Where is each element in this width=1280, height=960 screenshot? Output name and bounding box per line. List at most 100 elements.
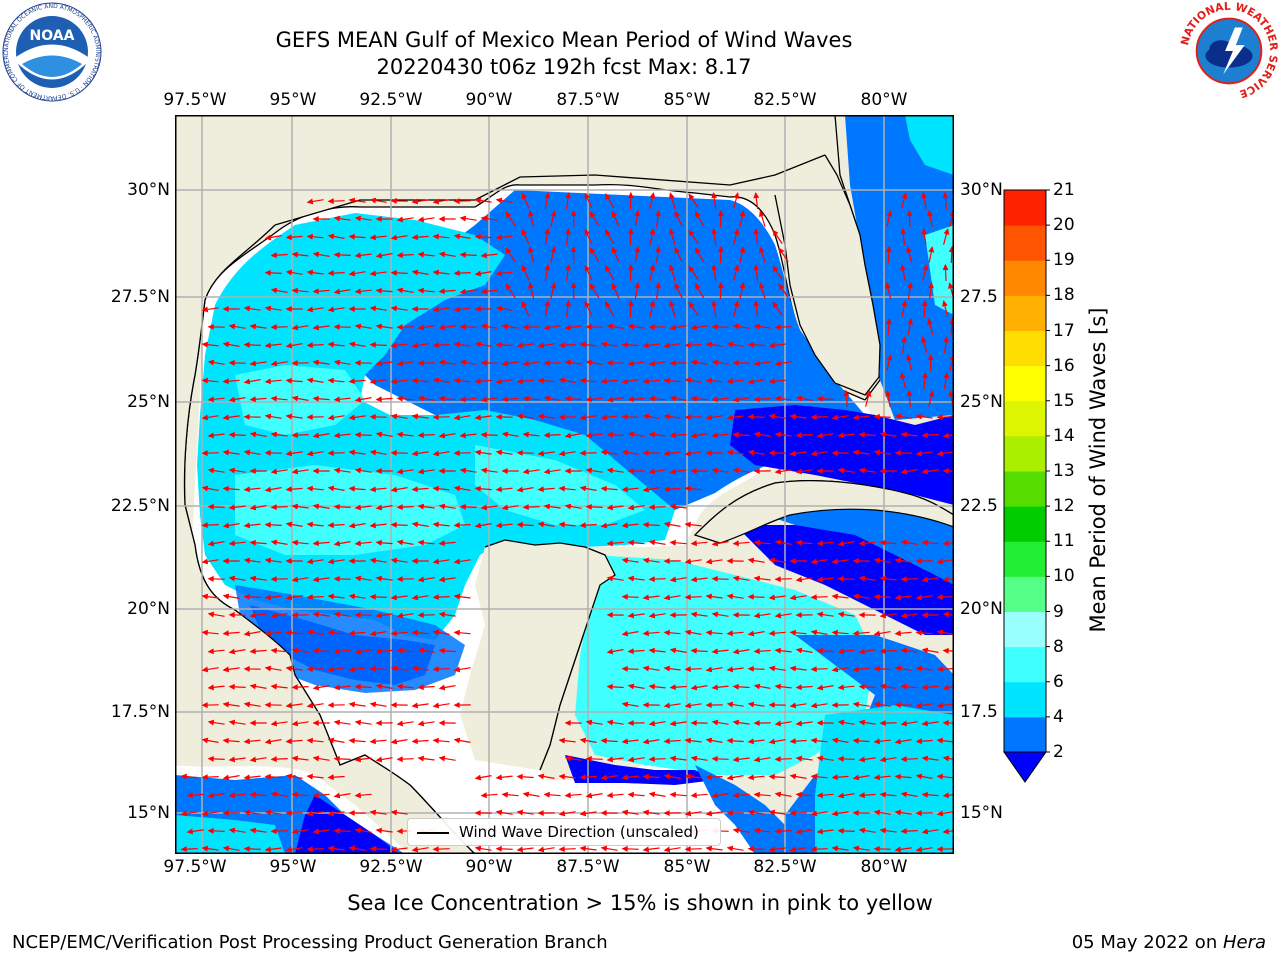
wave-arrow-head bbox=[768, 809, 776, 816]
wave-arrow-head bbox=[264, 521, 271, 528]
wave-arrow-head bbox=[285, 234, 292, 241]
wave-arrow-head bbox=[291, 791, 298, 798]
wave-arrow-head bbox=[936, 846, 943, 853]
wave-arrow-head bbox=[474, 810, 481, 816]
wave-arrow-head bbox=[669, 468, 677, 475]
wave-arrow-head bbox=[550, 282, 557, 289]
wave-arrow-head bbox=[795, 432, 802, 439]
wave-arrow-head bbox=[936, 450, 944, 457]
wave-arrow-head bbox=[606, 719, 614, 726]
wave-arrow-head bbox=[684, 737, 691, 744]
wave-arrow-head bbox=[354, 648, 362, 655]
wave-arrow-head bbox=[690, 432, 698, 439]
wave-arrow-head bbox=[306, 450, 314, 457]
wave-arrow-head bbox=[621, 665, 628, 672]
wave-arrow-head bbox=[390, 342, 397, 349]
wave-arrow-head bbox=[648, 504, 655, 511]
wave-arrow-head bbox=[885, 245, 892, 253]
wave-arrow-head bbox=[906, 209, 913, 217]
wave-arrow-head bbox=[522, 468, 530, 475]
wave-arrow-head bbox=[312, 432, 320, 439]
wave-arrow-head bbox=[348, 701, 356, 708]
wave-arrow-head bbox=[774, 324, 781, 331]
wave-arrow-head bbox=[753, 431, 761, 438]
wave-arrow-head bbox=[544, 227, 551, 235]
wave-arrow-head bbox=[648, 612, 656, 619]
wave-arrow-head bbox=[411, 702, 419, 709]
wave-arrow-head bbox=[621, 522, 628, 529]
wave-arrow-head bbox=[732, 827, 740, 834]
wave-arrow-head bbox=[627, 791, 634, 798]
wave-arrow-head bbox=[285, 557, 292, 565]
wave-arrow-head bbox=[758, 210, 765, 218]
wave-arrow-head bbox=[695, 211, 701, 218]
colorbar-segment bbox=[1004, 435, 1046, 472]
wave-arrow-head bbox=[837, 432, 844, 439]
wave-arrow-head bbox=[936, 737, 943, 744]
wave-arrow-head bbox=[375, 215, 382, 223]
wave-arrow-head bbox=[396, 252, 403, 259]
wave-arrow-head bbox=[717, 209, 724, 217]
wave-arrow-head bbox=[291, 612, 298, 619]
wave-arrow-head bbox=[228, 467, 236, 474]
wave-arrow-head bbox=[621, 593, 628, 600]
wave-arrow-head bbox=[942, 432, 950, 439]
wave-arrow-head bbox=[354, 756, 362, 763]
wave-arrow-head bbox=[921, 432, 928, 439]
wave-arrow-head bbox=[501, 396, 508, 403]
lon-tick-top: 97.5°W bbox=[163, 90, 227, 110]
wave-arrow-head bbox=[264, 773, 271, 780]
wave-arrow-head bbox=[753, 612, 761, 619]
colorbar-segment bbox=[1004, 190, 1046, 226]
colorbar-segment bbox=[1004, 646, 1046, 683]
wave-arrow-head bbox=[858, 575, 866, 582]
wave-arrow-head bbox=[501, 467, 508, 475]
gridlines bbox=[175, 115, 954, 854]
wave-arrow-head bbox=[753, 227, 760, 235]
wave-arrow-head bbox=[369, 630, 377, 637]
wave-arrow-head bbox=[795, 791, 802, 798]
colorbar-tick-label: 21 bbox=[1053, 180, 1075, 200]
wave-arrow-head bbox=[843, 389, 850, 397]
wave-arrow-head bbox=[411, 557, 418, 565]
wave-arrow-head bbox=[306, 377, 314, 384]
wave-arrow-head bbox=[438, 395, 445, 402]
wave-arrow-head bbox=[879, 756, 887, 763]
wave-arrow-head bbox=[432, 198, 440, 205]
wave-arrow-head bbox=[642, 738, 650, 745]
wave-arrow-head bbox=[732, 756, 740, 763]
wave-arrow-head bbox=[726, 449, 734, 456]
wave-arrow-head bbox=[901, 335, 907, 343]
wave-arrow-head bbox=[285, 846, 293, 853]
wave-arrow-head bbox=[201, 666, 209, 673]
wave-arrow-head bbox=[243, 305, 251, 312]
wave-arrow-head bbox=[558, 773, 565, 780]
wave-arrow-head bbox=[186, 792, 193, 799]
wave-arrow-head bbox=[600, 341, 608, 348]
sea-ice-note: Sea Ice Concentration > 15% is shown in … bbox=[347, 891, 933, 915]
wave-arrow-head bbox=[921, 755, 929, 762]
wave-arrow-head bbox=[711, 611, 719, 618]
wave-arrow-head bbox=[606, 756, 614, 763]
wave-arrow-head bbox=[544, 263, 551, 271]
wave-arrow-head bbox=[942, 191, 949, 199]
wave-arrow-head bbox=[327, 629, 334, 636]
wave-arrow-head bbox=[642, 342, 650, 349]
wave-arrow-head bbox=[550, 210, 557, 217]
colorbar-segment bbox=[1004, 506, 1046, 542]
wave-arrow-head bbox=[270, 683, 277, 690]
wave-arrow-head bbox=[207, 324, 214, 330]
wave-arrow-head bbox=[390, 413, 398, 420]
wave-arrow-head bbox=[768, 594, 776, 601]
wave-arrow-head bbox=[348, 630, 355, 637]
wave-arrow-head bbox=[649, 192, 656, 199]
wave-arrow-head bbox=[333, 323, 340, 330]
wave-arrow-head bbox=[627, 191, 634, 199]
wave-arrow-head bbox=[753, 756, 761, 763]
wave-arrow-head bbox=[528, 282, 534, 289]
wave-arrow-head bbox=[396, 756, 403, 763]
lon-tick-bottom: 85°W bbox=[663, 857, 711, 877]
wave-arrow-head bbox=[369, 593, 376, 600]
wave-arrow-head bbox=[243, 593, 250, 600]
wave-arrow-head bbox=[543, 503, 551, 510]
